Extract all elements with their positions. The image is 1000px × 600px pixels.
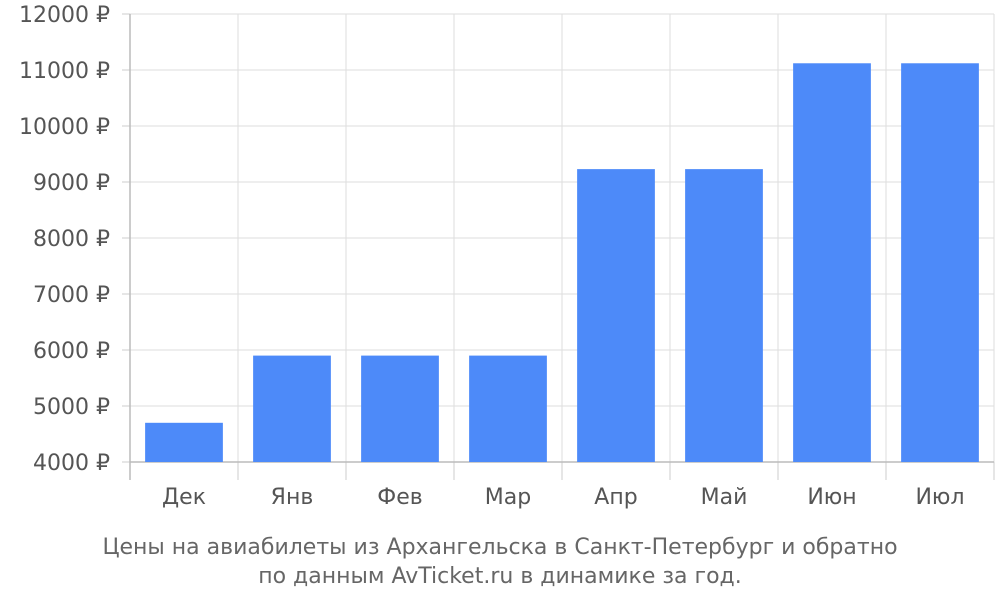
y-tick-labels: 4000 ₽ 5000 ₽ 6000 ₽ 7000 ₽ 8000 ₽ 9000 ₽ 1000…	[19, 3, 110, 476]
bar-3	[361, 355, 439, 462]
y-tick-label: 4000 ₽	[33, 451, 110, 476]
y-tick-label: 8000 ₽	[33, 227, 110, 252]
x-tick-label: Дек	[162, 485, 206, 510]
y-tick-label: 12000 ₽	[19, 3, 110, 28]
bar-5	[577, 169, 655, 462]
bars	[145, 63, 979, 462]
y-tick-label: 11000 ₽	[19, 59, 110, 84]
y-tick-label: 5000 ₽	[33, 395, 110, 420]
x-tick-label: Июл	[915, 485, 964, 510]
x-tick-label: Фев	[377, 485, 422, 510]
x-tick-label: Янв	[271, 485, 314, 510]
grid	[130, 13, 995, 463]
y-tick-label: 9000 ₽	[33, 171, 110, 196]
x-tick-labels: Дек Янв Фев Мар Апр Май Июн Июл	[162, 485, 965, 510]
bar-1	[145, 422, 223, 462]
chart-caption-line-1: Цены на авиабилеты из Архангельска в Сан…	[102, 535, 898, 560]
chart-caption-line-2: по данным AvTicket.ru в динамике за год.	[258, 564, 742, 589]
bar-8	[901, 63, 979, 462]
bar-2	[253, 355, 331, 462]
bar-4	[469, 355, 547, 462]
x-tick-label: Мар	[485, 485, 531, 510]
x-tick-label: Май	[701, 485, 748, 510]
bar-6	[685, 169, 763, 462]
y-tick-label: 7000 ₽	[33, 283, 110, 308]
x-tick-label: Июн	[807, 485, 856, 510]
y-tick-label: 6000 ₽	[33, 339, 110, 364]
bar-7	[793, 63, 871, 462]
x-tick-label: Апр	[594, 485, 637, 510]
y-tick-label: 10000 ₽	[19, 115, 110, 140]
